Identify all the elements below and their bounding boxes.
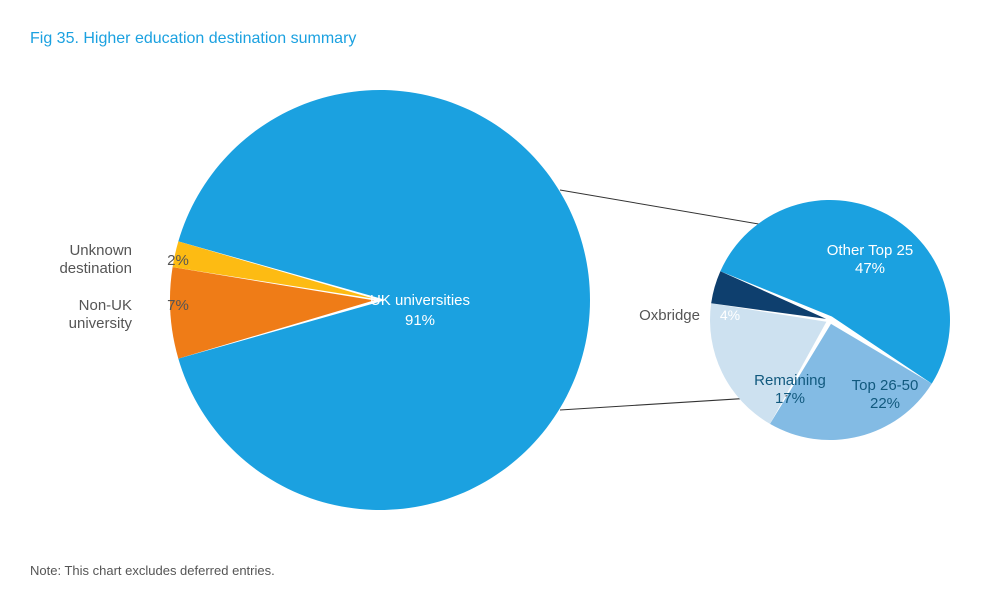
sub-label-1-pct: 22% [870, 395, 900, 412]
ext-label-0-pct: 2% [167, 252, 189, 269]
sub-ext-label-0: Oxbridge [639, 307, 700, 324]
label-uk-universities: UK universities [370, 292, 470, 309]
chart-container: Fig 35. Higher education destination sum… [0, 0, 999, 598]
chart-title: Fig 35. Higher education destination sum… [30, 30, 356, 48]
ext-label-1-pct: 7% [167, 297, 189, 314]
sub-label-0: Other Top 25 [827, 242, 913, 259]
pie-charts-svg: UK universities 91% Unknowndestination 2% No… [0, 0, 999, 598]
sub-label-1: Top 26-50 [852, 377, 919, 394]
sub-label-2: Remaining [754, 372, 826, 389]
ext-label-1: Non-UK [79, 297, 132, 314]
ext-label-1-line2: university [69, 315, 133, 332]
sub-ext-label-0-pct: 4% [720, 307, 740, 323]
chart-footnote: Note: This chart excludes deferred entri… [30, 563, 275, 578]
sub-label-2-pct: 17% [775, 390, 805, 407]
ext-label-0-line2: destination [59, 260, 132, 277]
ext-label-0: Unknown [69, 242, 132, 259]
sub-label-0-pct: 47% [855, 260, 885, 277]
label-uk-universities-pct: 91% [405, 312, 435, 329]
